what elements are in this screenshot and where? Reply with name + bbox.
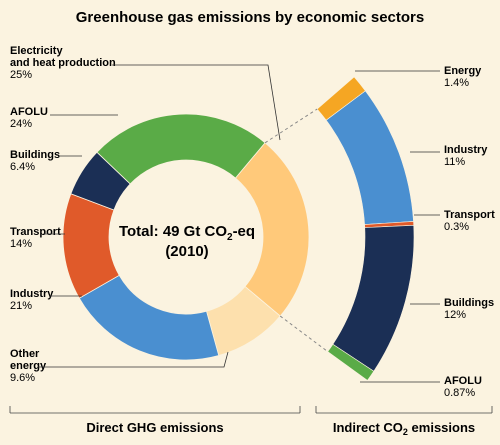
direct-label-industry: Industry 21% <box>10 288 54 312</box>
direct-label-other-energy: Other energy 9.6% <box>10 348 47 384</box>
connector-line-1 <box>264 108 318 144</box>
indirect-label-buildings: Buildings 12% <box>444 297 494 321</box>
direct-ring <box>62 113 310 361</box>
connector-line-2 <box>279 315 329 353</box>
indirect-arc <box>264 76 415 381</box>
indirect-label-transport: Transport 0.3% <box>444 209 495 233</box>
direct-caption: Direct GHG emissions <box>86 420 223 435</box>
indirect-slice-afolu <box>327 343 375 381</box>
center-total-label: Total: 49 Gt CO2-eq <box>119 223 255 243</box>
indirect-caption: Indirect CO2 emissions <box>333 420 475 437</box>
indirect-label-energy: Energy 1.4% <box>444 65 482 89</box>
direct-leader-electricity-and-heat-production <box>112 64 281 141</box>
indirect-slice-buildings <box>332 224 415 372</box>
direct-label-afolu: AFOLU 24% <box>10 106 48 130</box>
indirect-slice-industry <box>325 90 414 225</box>
direct-label-buildings: Buildings 6.4% <box>10 149 60 173</box>
center-year-label: (2010) <box>165 243 208 260</box>
indirect-label-industry: Industry 11% <box>444 144 488 168</box>
direct-label-transport: Transport 14% <box>10 226 61 250</box>
footer-brackets <box>9 406 493 414</box>
chart-title: Greenhouse gas emissions by economic sec… <box>76 9 424 26</box>
direct-slice-afolu <box>96 113 266 185</box>
labels: Electricity and heat production 25% AFOLU 24… <box>10 45 495 399</box>
direct-slice-industry <box>78 274 220 361</box>
direct-label-electricity-and-heat-production: Electricity and heat production 25% <box>10 45 116 81</box>
indirect-label-afolu: AFOLU 0.87% <box>444 375 482 399</box>
direct-leader-other-energy <box>38 351 229 368</box>
